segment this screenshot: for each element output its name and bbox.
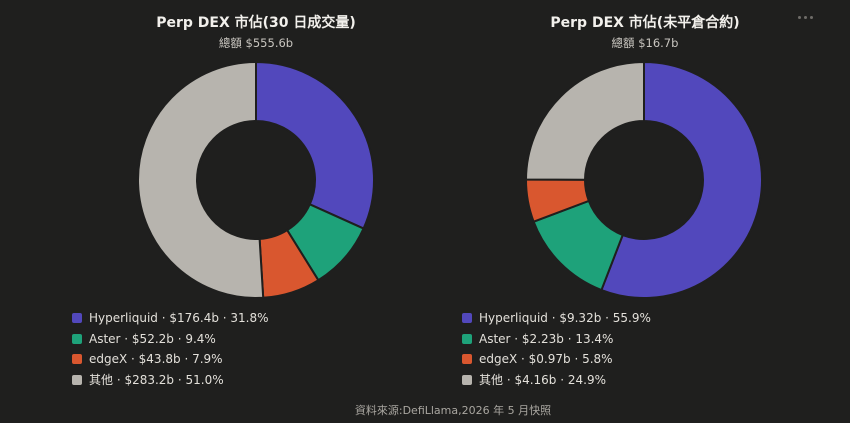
legend-swatch (462, 333, 472, 344)
slice-other (524, 60, 645, 181)
legend-entry: Hyperliquid · $9.32b · 55.9% (462, 308, 651, 329)
legend-label: edgeX · $43.8b · 7.9% (89, 352, 223, 367)
chart-title: Perp DEX 市佔(30 日成交量) (156, 15, 356, 31)
legend-entry: 其他 · $283.2b · 51.0% (72, 370, 269, 391)
legend-swatch (72, 333, 82, 344)
donut-chart-volume (137, 60, 375, 299)
legend-entry: 其他 · $4.16b · 24.9% (462, 370, 651, 391)
legend-label: Hyperliquid · $9.32b · 55.9% (479, 311, 651, 326)
chart-legend: Hyperliquid · $9.32b · 55.9% Aster · $2.2… (462, 308, 651, 390)
legend-label: 其他 · $4.16b · 24.9% (479, 373, 606, 388)
chart-panel-volume: Perp DEX 市佔(30 日成交量) 總額 $555.6b Hyperliq… (0, 0, 425, 400)
legend-label: edgeX · $0.97b · 5.8% (479, 352, 613, 367)
source-note: 資料來源:DefiLlama,2026 年 5 月快照 (354, 404, 552, 417)
legend-swatch (462, 354, 472, 365)
slice-hyperliquid (600, 60, 763, 299)
legend-entry: edgeX · $43.8b · 7.9% (72, 349, 269, 370)
chart-panel-open-interest: Perp DEX 市佔(未平倉合約) 總額 $16.7b Hyperliquid… (390, 0, 815, 400)
chart-legend: Hyperliquid · $176.4b · 31.8% Aster · $52… (72, 308, 269, 390)
legend-label: Aster · $2.23b · 13.4% (479, 331, 614, 346)
donut-chart-open-interest (524, 60, 763, 299)
legend-entry: Aster · $2.23b · 13.4% (462, 329, 651, 350)
legend-swatch (72, 354, 82, 365)
chart-subtitle: 總額 $16.7b (611, 36, 679, 50)
legend-swatch (462, 374, 472, 385)
legend-swatch (72, 374, 82, 385)
slice-hyperliquid (255, 60, 375, 230)
legend-entry: Hyperliquid · $176.4b · 31.8% (72, 308, 269, 329)
legend-label: Hyperliquid · $176.4b · 31.8% (89, 311, 269, 326)
legend-swatch (462, 313, 472, 324)
legend-label: Aster · $52.2b · 9.4% (89, 331, 216, 346)
legend-swatch (72, 313, 82, 324)
chart-subtitle: 總額 $555.6b (218, 36, 294, 50)
legend-entry: edgeX · $0.97b · 5.8% (462, 349, 651, 370)
slice-other (137, 60, 265, 299)
legend-label: 其他 · $283.2b · 51.0% (89, 373, 224, 388)
more-horizontal-icon[interactable] (795, 9, 815, 25)
chart-title: Perp DEX 市佔(未平倉合約) (550, 15, 740, 31)
legend-entry: Aster · $52.2b · 9.4% (72, 329, 269, 350)
